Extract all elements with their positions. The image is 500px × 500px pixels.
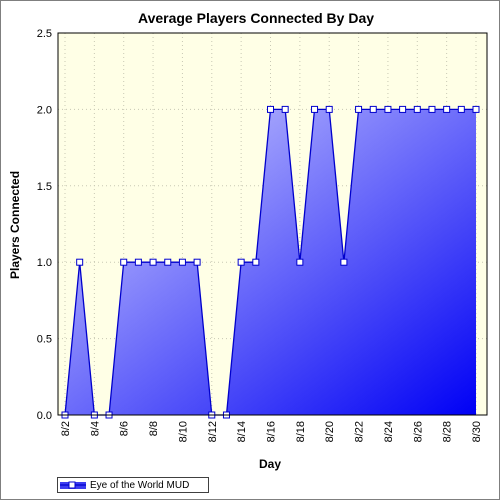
data-point-marker xyxy=(178,258,186,266)
x-tick-label: 8/22 xyxy=(354,421,366,442)
legend-label: Eye of the World MUD xyxy=(90,479,190,491)
legend: Eye of the World MUD xyxy=(57,477,209,493)
y-tick-label: 0.0 xyxy=(37,410,52,422)
x-tick-label: 8/12 xyxy=(207,421,219,442)
data-point-marker xyxy=(120,258,128,266)
x-tick-label: 8/4 xyxy=(89,421,101,436)
x-tick-label: 8/26 xyxy=(412,421,424,442)
x-tick-label: 8/16 xyxy=(266,421,278,442)
x-tick-label: 8/24 xyxy=(383,421,395,442)
data-point-marker xyxy=(355,105,363,113)
data-point-marker xyxy=(311,105,319,113)
data-point-marker xyxy=(252,258,260,266)
plot-border xyxy=(57,32,488,416)
data-point-marker xyxy=(457,105,465,113)
legend-swatch xyxy=(58,478,88,492)
x-tick-label: 8/10 xyxy=(177,421,189,442)
y-axis-title: Players Connected xyxy=(8,171,22,279)
data-point-marker xyxy=(134,258,142,266)
data-point-marker xyxy=(428,105,436,113)
x-tick-label: 8/30 xyxy=(471,421,483,442)
y-tick-label: 1.5 xyxy=(37,181,52,193)
x-tick-label: 8/14 xyxy=(236,421,248,442)
x-tick-label: 8/28 xyxy=(442,421,454,442)
x-tick-label: 8/20 xyxy=(324,421,336,442)
y-axis-ticks: 0.0 0.5 1.0 1.5 2.0 2.5 xyxy=(37,28,52,422)
data-point-marker xyxy=(76,258,84,266)
series-markers xyxy=(61,105,480,419)
data-point-marker xyxy=(296,258,304,266)
data-point-marker xyxy=(193,258,201,266)
x-tick-label: 8/6 xyxy=(119,421,131,436)
data-point-marker xyxy=(267,105,274,113)
data-point-marker xyxy=(472,105,480,113)
data-point-marker xyxy=(384,105,392,113)
data-point-marker xyxy=(369,105,377,113)
chart-title: Average Players Connected By Day xyxy=(138,10,374,26)
y-tick-label: 2.0 xyxy=(37,104,52,116)
y-tick-label: 2.5 xyxy=(37,28,52,40)
data-point-marker xyxy=(237,258,245,266)
x-axis-ticks: 8/2 8/4 8/6 8/8 8/10 8/12 8/14 8/16 8/18 8/20 8/22… xyxy=(60,421,483,442)
data-point-marker xyxy=(399,105,407,113)
x-tick-label: 8/8 xyxy=(148,421,160,436)
y-tick-label: 0.5 xyxy=(37,334,52,346)
x-axis-title: Day xyxy=(259,457,281,471)
series-area xyxy=(65,109,476,416)
data-point-marker xyxy=(164,258,172,266)
data-point-marker xyxy=(413,105,421,113)
data-point-marker xyxy=(325,105,333,113)
y-tick-label: 1.0 xyxy=(37,257,52,269)
data-point-marker xyxy=(340,258,348,266)
data-point-marker xyxy=(149,258,157,266)
data-point-marker xyxy=(443,105,451,113)
x-tick-label: 8/2 xyxy=(60,421,72,436)
x-tick-label: 8/18 xyxy=(295,421,307,442)
data-point-marker xyxy=(281,105,289,113)
